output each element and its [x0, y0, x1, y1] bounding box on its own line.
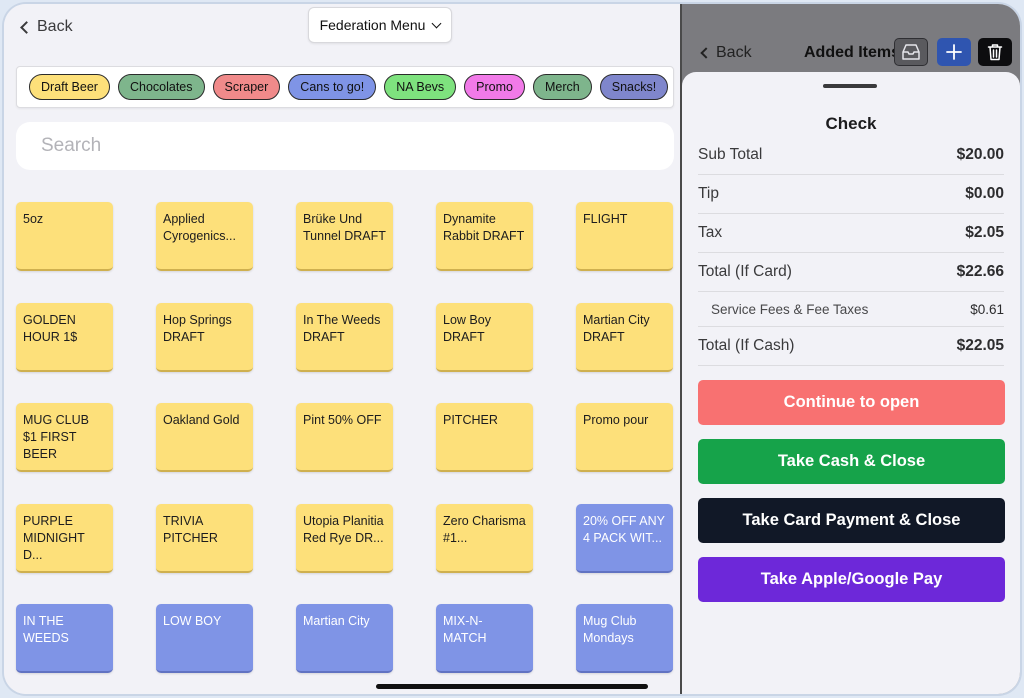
chevron-down-icon [431, 18, 442, 28]
check-row-sub-total: Sub Total $20.00 [698, 136, 1004, 175]
app-window: Back Federation Menu Draft Beer Chocolate… [4, 4, 1020, 694]
check-row-tip: Tip $0.00 [698, 175, 1004, 214]
menu-item-tile[interactable]: Applied Cyrogenics... [156, 202, 253, 271]
check-row-label: Sub Total [698, 146, 763, 163]
category-chip-cans-to-go[interactable]: Cans to go! [288, 74, 377, 100]
trash-icon [987, 44, 1003, 61]
menu-item-tile[interactable]: PITCHER [436, 403, 533, 472]
sheet-grabber[interactable] [823, 84, 877, 88]
menu-item-tile[interactable]: TRIVIA PITCHER [156, 503, 253, 573]
check-row-value: $0.00 [965, 185, 1004, 202]
menu-item-tile[interactable]: Martian City [296, 604, 393, 673]
menu-item-tile[interactable]: In The Weeds DRAFT [296, 302, 393, 372]
check-rows: Sub Total $20.00 Tip $0.00 Tax $2.05 Total (If… [698, 136, 1004, 366]
check-row-tax: Tax $2.05 [698, 214, 1004, 253]
category-chip-merch[interactable]: Merch [533, 74, 592, 100]
add-button[interactable] [937, 38, 971, 66]
menu-item-tile[interactable]: FLIGHT [576, 202, 673, 271]
take-card-payment-close-button[interactable]: Take Card Payment & Close [698, 498, 1005, 543]
take-cash-close-button[interactable]: Take Cash & Close [698, 439, 1005, 484]
menu-item-tile[interactable]: Pint 50% OFF [296, 403, 393, 472]
menu-item-tile[interactable]: Brüke Und Tunnel DRAFT [296, 202, 393, 271]
menu-item-tile[interactable]: Oakland Gold [156, 403, 253, 472]
menu-item-tile[interactable]: 5oz [16, 202, 113, 271]
take-apple-google-pay-button[interactable]: Take Apple/Google Pay [698, 557, 1005, 602]
category-chip-chocolates[interactable]: Chocolates [117, 74, 205, 100]
menu-item-tile[interactable]: Zero Charisma #1... [436, 503, 533, 573]
menu-item-tile[interactable]: IN THE WEEDS [16, 604, 113, 673]
order-title: Added Items [804, 44, 901, 61]
item-grid: 5oz Applied Cyrogenics... Brüke Und Tunnel… [16, 202, 676, 682]
chevron-left-icon [700, 47, 712, 59]
menu-item-tile[interactable]: Martian City DRAFT [576, 302, 673, 372]
check-row-value: $22.66 [956, 263, 1004, 280]
menu-item-tile[interactable]: Mug Club Mondays [576, 604, 673, 673]
category-chip-scraper[interactable]: Scraper [212, 74, 281, 100]
check-title: Check [825, 114, 877, 133]
check-row-total-if-card: Total (If Card) $22.66 [698, 253, 1004, 292]
category-chip-draft-beer[interactable]: Draft Beer [29, 74, 110, 100]
menu-item-tile[interactable]: Promo pour [576, 403, 673, 472]
menu-item-tile[interactable]: PURPLE MIDNIGHT D... [16, 503, 113, 573]
order-back-button[interactable]: Back [700, 44, 752, 62]
menu-item-tile[interactable]: Low Boy DRAFT [436, 302, 533, 372]
check-row-total-if-cash: Total (If Cash) $22.05 [698, 327, 1004, 366]
category-chip-na-bevs[interactable]: NA Bevs [384, 74, 457, 100]
category-chip-snacks[interactable]: Snacks! [599, 74, 669, 100]
search-input[interactable] [16, 122, 674, 170]
continue-to-open-button[interactable]: Continue to open [698, 380, 1005, 425]
order-back-label: Back [716, 44, 752, 61]
check-row-service-fees-fee-taxes: Service Fees & Fee Taxes $0.61 [698, 292, 1004, 327]
plus-icon [946, 44, 962, 60]
check-row-label: Tax [698, 224, 723, 241]
menu-item-tile[interactable]: LOW BOY [156, 604, 253, 673]
order-pane: Back Added Items Check Sub [682, 4, 1020, 694]
menu-item-tile[interactable]: MIX-N-MATCH [436, 604, 533, 673]
menu-selector-label: Federation Menu [319, 17, 426, 33]
check-row-value: $0.61 [970, 301, 1004, 317]
check-row-label: Tip [698, 185, 719, 202]
inbox-button[interactable] [894, 38, 928, 66]
order-header: Back Added Items [682, 4, 1020, 74]
home-indicator [376, 684, 648, 689]
delete-button[interactable] [978, 38, 1012, 66]
menu-item-tile[interactable]: GOLDEN HOUR 1$ [16, 302, 113, 372]
check-sheet: Check Sub Total $20.00 Tip $0.00 Tax $2.05 Tot… [682, 72, 1020, 694]
inbox-icon [902, 44, 920, 60]
menu-item-tile[interactable]: Utopia Planitia Red Rye DR... [296, 503, 393, 573]
menu-pane: Back Federation Menu Draft Beer Chocolate… [4, 4, 680, 694]
check-row-label: Total (If Cash) [698, 337, 795, 354]
check-row-label: Total (If Card) [698, 263, 792, 280]
category-bar: Draft Beer Chocolates Scraper Cans to go! NA… [16, 66, 674, 108]
back-button[interactable]: Back [18, 14, 73, 40]
category-chip-promo[interactable]: Promo [464, 74, 525, 100]
back-label: Back [37, 18, 73, 35]
check-row-value: $22.05 [956, 337, 1004, 354]
check-row-value: $20.00 [956, 146, 1004, 163]
menu-item-tile[interactable]: 20% OFF ANY 4 PACK WIT... [576, 503, 673, 573]
menu-item-tile[interactable]: MUG CLUB $1 FIRST BEER [16, 403, 113, 472]
chevron-left-icon [20, 20, 33, 34]
pane-divider [680, 4, 682, 694]
menu-item-tile[interactable]: Dynamite Rabbit DRAFT [436, 202, 533, 271]
menu-item-tile[interactable]: Hop Springs DRAFT [156, 302, 253, 372]
check-row-value: $2.05 [965, 224, 1004, 241]
check-row-label: Service Fees & Fee Taxes [711, 301, 869, 317]
menu-selector[interactable]: Federation Menu [308, 7, 452, 43]
